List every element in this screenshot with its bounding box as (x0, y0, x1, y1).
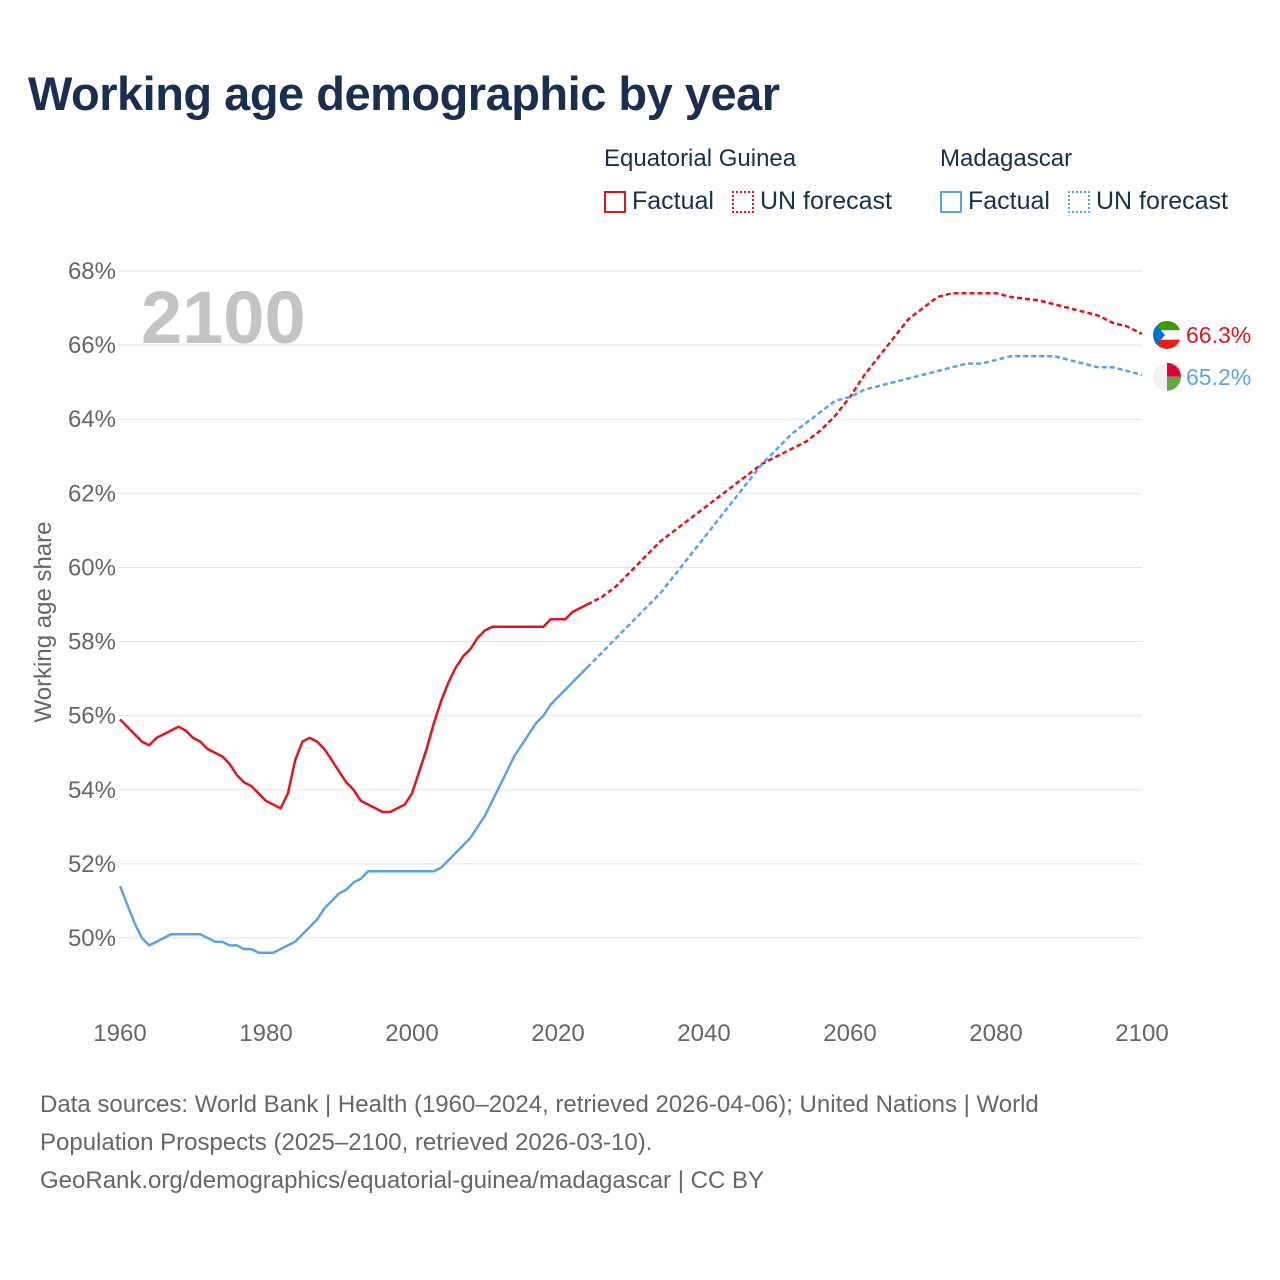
legend-item-madagascar-forecast[interactable]: UN forecast (1067, 187, 1228, 216)
x-tick-label: 1960 (93, 1020, 146, 1047)
y-tick-label: 58% (68, 629, 116, 656)
legend-equatorial-guinea: Equatorial Guinea Factual UN forecast (604, 145, 892, 216)
legend-swatch-madagascar-factual (940, 190, 962, 213)
y-tick-label: 60% (68, 554, 116, 581)
x-axis-ticks: 1960 1980 2000 2020 2040 2060 2080 2100 (93, 1020, 1168, 1047)
line-madagascar-forecast[interactable] (586, 354, 1143, 669)
legend-item-madagascar-factual[interactable]: Factual (940, 187, 1050, 216)
y-axis-label: Working age share (30, 522, 57, 723)
end-value-label: 66.3% (1186, 322, 1251, 348)
y-axis-ticks: 50% 52% 54% 56% 58% 60% 62% 64% 66% 68% (68, 258, 116, 952)
x-tick-label: 2040 (677, 1020, 730, 1047)
y-tick-label: 62% (68, 480, 116, 507)
y-tick-label: 64% (68, 406, 116, 433)
flag-equatorial-guinea-icon (1153, 320, 1181, 349)
x-tick-label: 2100 (1115, 1020, 1168, 1047)
legend-item-eq-guinea-forecast[interactable]: UN forecast (731, 187, 892, 216)
y-tick-label: 54% (68, 777, 116, 804)
legend-group-title: Equatorial Guinea (604, 145, 797, 172)
legend-label: Factual (632, 187, 714, 215)
line-equatorial-guinea-factual[interactable] (119, 603, 588, 814)
footer: Data sources: World Bank | Health (1960–… (40, 1086, 1240, 1200)
legend-group-title: Madagascar (940, 145, 1073, 172)
end-value-label: 65.2% (1186, 364, 1251, 390)
y-tick-label: 68% (68, 258, 116, 285)
x-tick-label: 2080 (969, 1020, 1022, 1047)
line-madagascar-factual[interactable] (118, 666, 589, 955)
x-tick-label: 2020 (531, 1020, 584, 1047)
gridlines (118, 270, 1142, 939)
x-tick-label: 2060 (823, 1020, 876, 1047)
y-tick-label: 66% (68, 332, 116, 359)
y-tick-label: 50% (68, 925, 116, 952)
legend-label: Factual (968, 187, 1050, 215)
legend-madagascar: Madagascar Factual UN forecast (940, 145, 1228, 216)
legend-label: UN forecast (759, 187, 892, 215)
footer-sources-line-2: Population Prospects (2025–2100, retriev… (40, 1129, 653, 1156)
footer-sources-line-1: Data sources: World Bank | Health (1960–… (40, 1091, 1039, 1118)
x-tick-label: 2000 (385, 1020, 438, 1047)
flag-madagascar-icon (1153, 362, 1181, 391)
y-tick-label: 52% (68, 851, 116, 878)
chart-title: Working age demographic by year (28, 67, 780, 120)
legend-item-eq-guinea-factual[interactable]: Factual (604, 187, 714, 216)
legend-swatch-eq-guinea-factual (604, 190, 626, 213)
x-tick-label: 1980 (239, 1020, 292, 1047)
year-overlay: 2100 (141, 276, 306, 359)
legend-swatch-eq-guinea-forecast (731, 190, 754, 213)
series-end-markers: 66.3% 65.2% (1153, 320, 1251, 391)
legend-label: UN forecast (1095, 187, 1228, 215)
legend-swatch-madagascar-forecast (1067, 190, 1090, 213)
series-lines (118, 291, 1143, 955)
line-chart: 50% 52% 54% 56% 58% 60% 62% 64% 66% 68% 1960 1980 2… (30, 258, 1251, 1047)
y-tick-label: 56% (68, 703, 116, 730)
footer-attribution-link[interactable]: GeoRank.org/demographics/equatorial-guin… (40, 1167, 764, 1194)
line-equatorial-guinea-forecast[interactable] (586, 291, 1143, 606)
